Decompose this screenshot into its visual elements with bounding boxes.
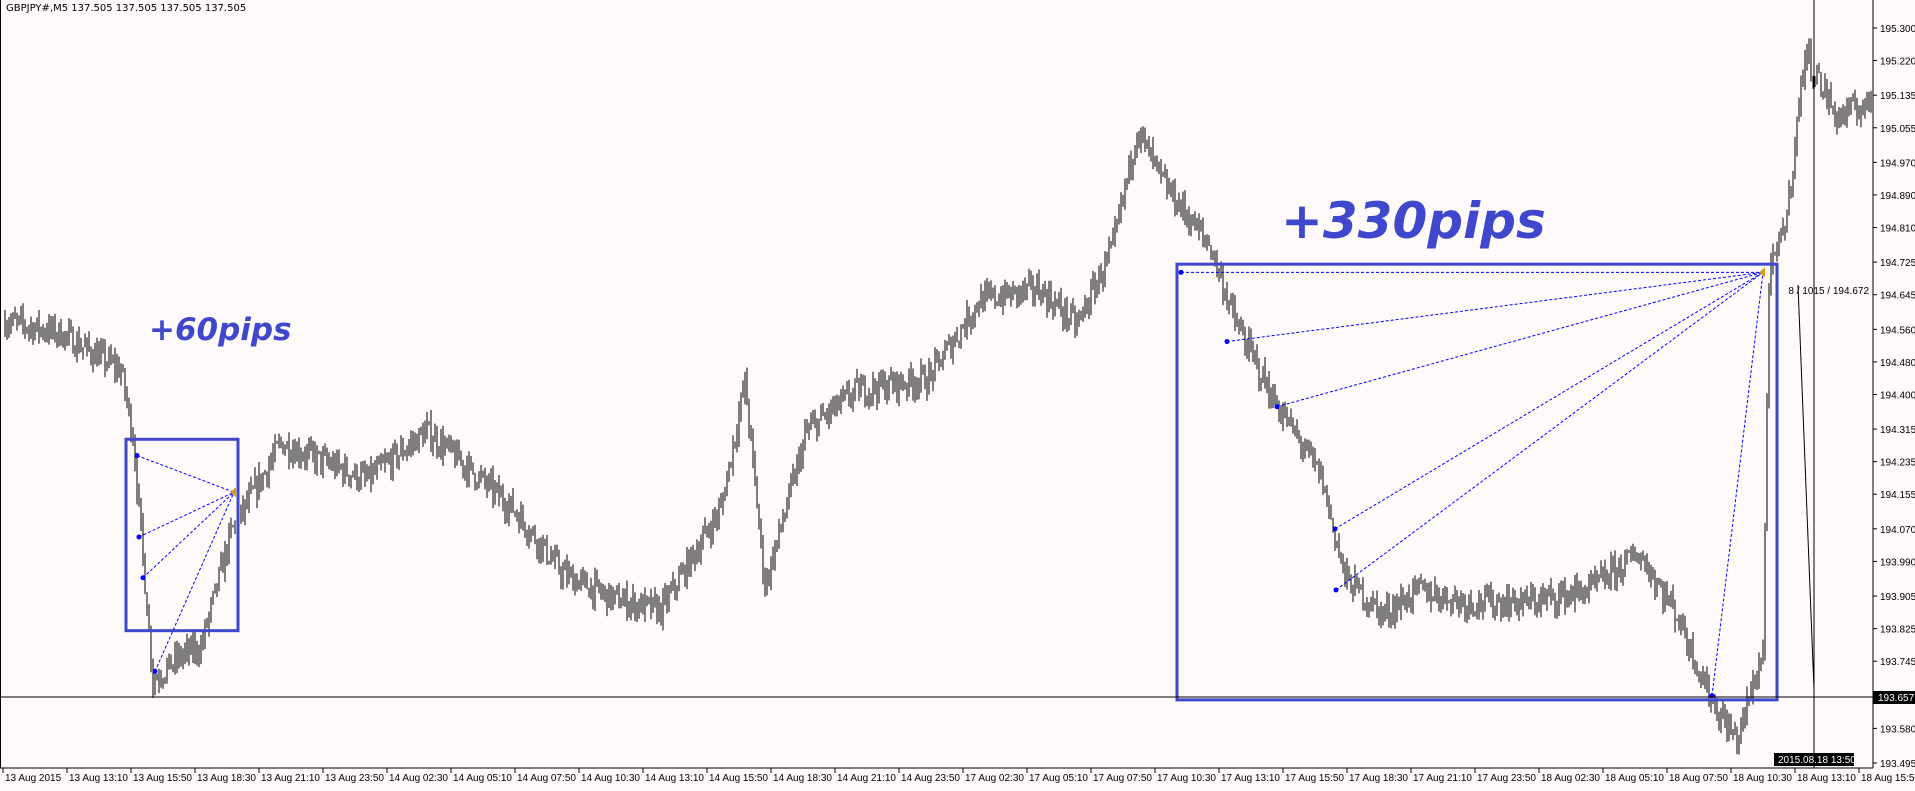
- entry-marker-icon: [152, 668, 158, 674]
- trade-box[interactable]: [1175, 262, 1779, 702]
- time-tick-label: 14 Aug 23:50: [901, 773, 960, 784]
- price-tick-label: 193.990: [1880, 557, 1915, 568]
- entry-marker-icon: [134, 453, 140, 459]
- price-tick-label: 193.905: [1880, 592, 1915, 603]
- time-tick-label: 17 Aug 10:30: [1157, 773, 1216, 784]
- crosshair-time-badge: [1774, 753, 1854, 766]
- crosshair-price-badge: [1873, 691, 1915, 704]
- time-tick-label: 17 Aug 23:50: [1477, 773, 1536, 784]
- trade-line: [142, 491, 235, 579]
- trade-line: [154, 492, 235, 672]
- time-tick-label: 18 Aug 13:10: [1797, 773, 1856, 784]
- price-tick-label: 194.890: [1880, 191, 1915, 202]
- price-tick-label: 195.300: [1880, 24, 1915, 35]
- crosshair-price: 193.657: [1878, 693, 1915, 704]
- big-box-label: +330pips: [1281, 192, 1546, 250]
- price-tick-label: 195.135: [1880, 91, 1915, 102]
- time-tick-label: 17 Aug 15:50: [1285, 773, 1344, 784]
- price-tick-label: 194.810: [1880, 224, 1915, 235]
- price-tick-label: 193.580: [1880, 724, 1915, 735]
- time-tick-label: 17 Aug 07:50: [1093, 773, 1152, 784]
- price-tick-label: 193.825: [1880, 625, 1915, 636]
- price-tick-label: 195.220: [1880, 57, 1915, 68]
- trade-line: [1276, 271, 1764, 408]
- price-tick-label: 194.400: [1880, 390, 1915, 401]
- price-tick-label: 193.745: [1880, 657, 1915, 668]
- price-tick-label: 194.155: [1880, 490, 1915, 501]
- measure-label: 8 / 1015 / 194.672: [1788, 286, 1869, 297]
- trade-line: [1334, 271, 1764, 530]
- time-tick-label: 14 Aug 21:10: [837, 773, 896, 784]
- price-axis: 195.300 195.220 195.135 195.055 194.970 194.8…: [1873, 24, 1915, 770]
- time-tick-label: 13 Aug 21:10: [261, 773, 320, 784]
- time-tick-label: 14 Aug 10:30: [581, 773, 640, 784]
- boxes-layer: [124, 262, 1779, 702]
- trade-line: [1711, 272, 1764, 696]
- time-tick-label: 14 Aug 02:30: [389, 773, 448, 784]
- entry-marker-icon: [136, 534, 142, 540]
- time-tick-label: 17 Aug 05:10: [1029, 773, 1088, 784]
- price-tick-label: 195.055: [1880, 124, 1915, 135]
- time-tick-label: 14 Aug 18:30: [773, 773, 832, 784]
- exit-marker-icon: [1759, 267, 1765, 278]
- time-tick-label: 13 Aug 13:10: [69, 773, 128, 784]
- entry-marker-icon: [1224, 339, 1230, 345]
- time-tick-label: 13 Aug 23:50: [325, 773, 384, 784]
- time-tick-label: 18 Aug 15:50: [1861, 773, 1915, 784]
- time-tick-label: 18 Aug 07:50: [1669, 773, 1728, 784]
- time-tick-label: 17 Aug 18:30: [1349, 773, 1408, 784]
- entry-marker-icon: [1332, 526, 1338, 532]
- trade-line: [1226, 271, 1764, 343]
- time-axis: 13 Aug 2015 13 Aug 13:10 13 Aug 15:50 13 Au…: [2, 768, 1915, 784]
- price-tick-label: 194.560: [1880, 325, 1915, 336]
- time-tick-label: 13 Aug 15:50: [133, 773, 192, 784]
- time-tick-label: 14 Aug 07:50: [517, 773, 576, 784]
- time-tick-label: 14 Aug 05:10: [453, 773, 512, 784]
- time-tick-label: 18 Aug 10:30: [1733, 773, 1792, 784]
- entry-marker-icon: [140, 575, 146, 581]
- price-tick-label: 194.315: [1880, 425, 1915, 436]
- trade-box[interactable]: [124, 437, 240, 633]
- entry-marker-icon: [1274, 404, 1280, 410]
- time-tick-label: 13 Aug 2015: [5, 773, 62, 784]
- time-tick-label: 18 Aug 02:30: [1541, 773, 1600, 784]
- time-tick-label: 17 Aug 21:10: [1413, 773, 1472, 784]
- trade-line: [136, 455, 235, 493]
- price-tick-label: 194.725: [1880, 258, 1915, 269]
- chart-title: GBPJPY#,M5 137.505 137.505 137.505 137.5…: [6, 3, 247, 14]
- time-tick-label: 17 Aug 02:30: [965, 773, 1024, 784]
- exit-marker-icon: [230, 487, 236, 498]
- measure-line: [1797, 284, 1815, 691]
- bars-layer: [4, 38, 1874, 755]
- entry-marker-icon: [1333, 587, 1339, 593]
- price-tick-label: 194.070: [1880, 525, 1915, 536]
- time-tick-label: 17 Aug 13:10: [1221, 773, 1280, 784]
- trade-line: [138, 491, 235, 538]
- price-tick-label: 194.480: [1880, 358, 1915, 369]
- entry-marker-icon: [1178, 269, 1184, 275]
- trade-line: [1335, 271, 1764, 591]
- entry-marker-icon: [1709, 693, 1715, 699]
- crosshair-time: 2015.08.18 13:50: [1778, 755, 1856, 766]
- time-tick-label: 18 Aug 05:10: [1605, 773, 1664, 784]
- price-tick-label: 194.235: [1880, 458, 1915, 469]
- price-tick-label: 194.970: [1880, 158, 1915, 169]
- time-tick-label: 14 Aug 13:10: [645, 773, 704, 784]
- time-tick-label: 14 Aug 15:50: [709, 773, 768, 784]
- price-tick-label: 194.645: [1880, 291, 1915, 302]
- time-tick-label: 13 Aug 18:30: [197, 773, 256, 784]
- price-tick-label: 193.495: [1880, 759, 1915, 770]
- small-box-label: +60pips: [149, 312, 292, 348]
